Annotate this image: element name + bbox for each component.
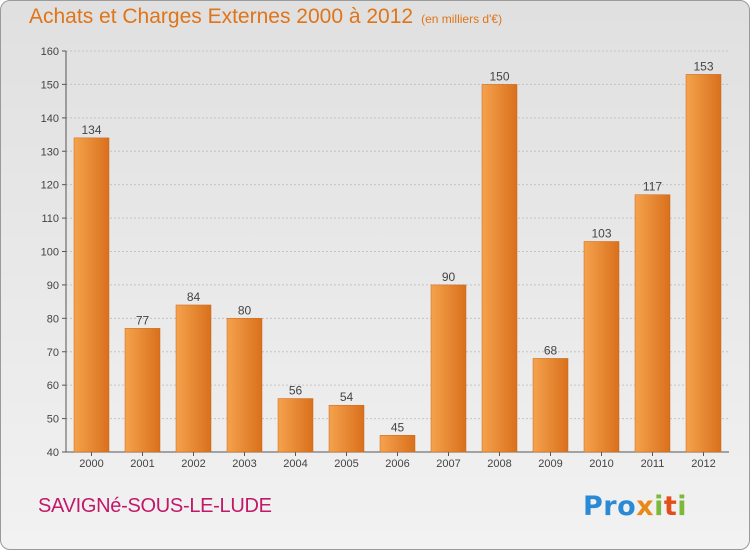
commune-name: SAVIGNé-SOUS-LE-LUDE (38, 495, 272, 517)
y-tick-label: 80 (47, 313, 59, 325)
x-tick-label: 2003 (232, 458, 256, 470)
data-label: 80 (238, 303, 252, 317)
data-label: 84 (187, 290, 201, 304)
bar-2006[interactable] (379, 435, 416, 453)
x-tick-label: 2007 (436, 458, 460, 470)
data-label: 77 (136, 313, 150, 327)
bar-layer (73, 74, 722, 453)
logo-part-pro: Pro (583, 491, 637, 522)
bar-2011[interactable] (634, 194, 671, 453)
y-tick-label: 110 (41, 213, 59, 225)
data-label: 117 (643, 180, 662, 194)
x-tick-label: 2005 (334, 458, 358, 470)
data-label: 45 (391, 420, 405, 434)
logo-part-t: t (663, 491, 678, 522)
y-tick-label: 50 (47, 414, 59, 426)
y-tick-label: 140 (41, 113, 59, 125)
y-tick-label: 160 (41, 46, 59, 58)
bar-2005[interactable] (328, 404, 365, 453)
bar-2012[interactable] (685, 74, 722, 453)
bar-2004[interactable] (277, 398, 314, 453)
data-label: 56 (289, 384, 303, 398)
data-label: 134 (81, 123, 101, 137)
x-tick-label: 2011 (641, 458, 665, 470)
chart-title: Achats et Charges Externes 2000 à 2012 (e… (29, 5, 502, 29)
data-label: 54 (340, 390, 354, 404)
logo-part-i2: i (677, 491, 688, 522)
bar-2000[interactable] (73, 137, 110, 453)
y-tick-label: 90 (47, 280, 59, 292)
bar-2003[interactable] (226, 318, 263, 453)
data-label: 103 (591, 226, 611, 240)
y-tick-label: 100 (41, 247, 59, 259)
x-tick-label: 2008 (487, 458, 511, 470)
x-tick-label: 2012 (691, 458, 715, 470)
x-tick-label: 2010 (589, 458, 613, 470)
x-tick-label: 2000 (79, 458, 103, 470)
proxiti-logo[interactable]: Proxiti (583, 491, 687, 522)
x-tick-label: 2006 (385, 458, 409, 470)
x-tick-label: 2009 (538, 458, 562, 470)
data-label: 150 (489, 69, 509, 83)
axis-layer: 40 50 60 70 80 90 100 110 120 130 140 150 160 (41, 46, 729, 459)
x-tick-label: 2002 (181, 458, 205, 470)
chart-unit-note: (en milliers d'€) (421, 12, 503, 26)
y-tick-label: 60 (47, 380, 59, 392)
logo-part-i1: i (654, 491, 664, 522)
label-layer: 2000 134 2001 77 2002 84 2003 80 2004 56 2005 54 200… (79, 59, 715, 470)
y-tick-label: 130 (41, 146, 59, 158)
bar-2002[interactable] (175, 304, 212, 453)
x-tick-label: 2004 (283, 458, 307, 470)
bar-2010[interactable] (583, 241, 620, 453)
y-tick-label: 40 (47, 447, 59, 459)
logo-part-x: x (636, 491, 655, 522)
grid-layer (66, 50, 729, 453)
data-label: 90 (442, 270, 456, 284)
bar-2001[interactable] (124, 328, 161, 453)
y-tick-label: 120 (41, 180, 59, 192)
bar-2009[interactable] (532, 358, 569, 453)
y-tick-label: 150 (41, 79, 59, 91)
data-label: 153 (693, 59, 713, 73)
y-tick-label: 70 (47, 347, 59, 359)
x-tick-label: 2001 (130, 458, 154, 470)
data-label: 68 (544, 343, 558, 357)
chart-title-text: Achats et Charges Externes 2000 à 2012 (29, 5, 414, 28)
bar-2008[interactable] (481, 84, 518, 453)
bar-2007[interactable] (430, 284, 467, 453)
